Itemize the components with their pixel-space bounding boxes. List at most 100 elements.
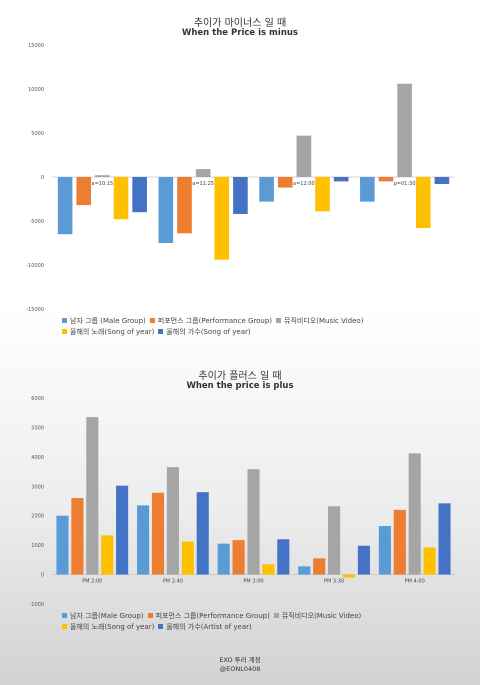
legend-label: 퍼포먼스 그룹(Performance Group) [157, 316, 273, 325]
legend-label: 뮤직비디오(Music Video) [281, 611, 362, 620]
legend-item: 뮤직비디오(Music Video) [273, 611, 362, 621]
bar: 올해의 노래(Song of year): 1330 [101, 535, 114, 575]
bar: 올해의 노래(Song of year): 1120 [181, 541, 194, 575]
footer: EXO 투러 계정 @EONL0408 [0, 656, 480, 674]
bar: 올해의 노래(Song of year): -3900 [315, 177, 330, 212]
chart2-title: 추이가 플러스 일 때 [198, 371, 282, 382]
bar: 퍼포먼스 그룹(Performance Group): 2200 [393, 509, 406, 575]
bar: 올해의 가수(Song of year): -800 [434, 177, 450, 185]
y-tick-label: 5000 [31, 131, 44, 137]
legend-swatch [273, 613, 279, 618]
bar: 뮤직비디오(Music Video): 3650 [166, 467, 179, 575]
legend-swatch [276, 318, 282, 323]
bar: 퍼포먼스 그룹(Performance Group): -1200 [277, 177, 293, 188]
bar: 뮤직비디오(Music Video): 200 [95, 175, 110, 177]
bar: 뮤직비디오(Music Video): 2320 [328, 506, 341, 575]
bar: 올해의 노래(Song of year): -100 [342, 574, 356, 578]
bar: 뮤직비디오(Music Video): 10600 [397, 83, 412, 177]
y-tick-label: -5000 [29, 219, 44, 225]
bar: 올해의 노래(Song of year): -5800 [415, 177, 431, 229]
legend-label: 남자 그룹 (Male Group) [70, 316, 146, 325]
bar: 뮤직비디오(Music Video): 4120 [408, 453, 421, 575]
legend-label: 올해의 노래(Song of year) [70, 327, 155, 336]
y-tick-label: 5000 [31, 425, 44, 431]
bar: 남자 그룹(Male Group): 2000 [56, 515, 69, 575]
chart1-plot: 15000 10000 5000 0 -5000 -10000 -15000 남자 그룹 (M… [26, 43, 455, 313]
bar: 올해의 노래(Song of year): -9400 [214, 177, 230, 260]
x-tick-label: PM 2:00 [82, 579, 102, 585]
legend-swatch [158, 329, 164, 334]
legend-label: 올해의 가수(Song of year) [166, 327, 251, 336]
legend-item: 퍼포먼스 그룹(Performance Group) [147, 611, 270, 621]
chart2-subtitle: When the price is plus [186, 381, 294, 391]
bar: 올해의 노래(Song of year): 350 [262, 564, 275, 575]
legend-swatch [147, 613, 153, 618]
bar: 뮤직비디오(Music Video): 3580 [247, 469, 260, 575]
y-tick-label: 15000 [28, 43, 44, 49]
bar: 남자 그룹 (Male Group): -2800 [360, 177, 375, 202]
x-tick-label: p=01:30 [394, 181, 416, 187]
y-tick-label: 2000 [31, 514, 44, 520]
legend-swatch [62, 613, 67, 618]
bar: 뮤직비디오(Music Video): 5350 [86, 417, 99, 575]
x-tick-label: PM 2:40 [163, 579, 183, 585]
bar: 올해의 가수(Artist of year): 3020 [116, 485, 129, 575]
footer-handle: @EONL0408 [219, 665, 261, 673]
legend-item: 남자 그룹(Male Group) [62, 611, 144, 621]
bar: 남자 그룹(Male Group): 1050 [217, 543, 230, 575]
bar: 남자 그룹(Male Group): 2350 [137, 505, 150, 575]
legend-swatch [158, 624, 164, 629]
legend-label: 올해의 가수(Artist of year) [166, 622, 252, 631]
x-tick-label: a=11:25 [192, 181, 214, 187]
bar: 남자 그룹(Male Group): 1650 [378, 526, 391, 575]
y-tick-label: -10000 [26, 263, 44, 269]
chart1-title: 추이가 마이너스 일 때 [193, 18, 287, 29]
legend-item: 남자 그룹 (Male Group) [62, 316, 146, 326]
legend-item: 퍼포먼스 그룹(Performance Group) [149, 316, 273, 326]
legend-swatch [62, 624, 67, 629]
x-tick-label: a=10:15 [92, 181, 114, 187]
bar: 퍼포먼스 그룹(Performance Group): 2780 [151, 492, 165, 575]
legend-item: 올해의 가수(Song of year) [158, 327, 251, 337]
y-tick-label: 1000 [31, 543, 44, 549]
y-tick-label: 4000 [31, 455, 44, 461]
x-tick-label: a=12:00 [293, 181, 315, 187]
bar: 올해의 노래(Song of year): -4800 [113, 177, 129, 220]
x-tick-label: PM 4:00 [405, 579, 425, 585]
legend-label: 남자 그룹(Male Group) [70, 611, 144, 620]
bar: 퍼포먼스 그룹(Performance Group): 2600 [71, 498, 84, 575]
bar: 남자 그룹 (Male Group): -7500 [158, 177, 174, 243]
bar: 뮤직비디오(Music Video): 900 [195, 169, 211, 177]
legend-label: 퍼포먼스 그룹(Performance Group) [155, 611, 270, 620]
bar: 퍼포먼스 그룹(Performance Group): -3200 [76, 177, 92, 206]
bar: 뮤직비디오(Music Video): 4700 [296, 135, 312, 177]
footer-account-name: EXO 투러 계정 [219, 656, 261, 664]
legend-item: 올해의 노래(Song of year) [62, 327, 154, 337]
bar: 퍼포먼스 그룹(Performance Group): 1170 [232, 540, 245, 575]
bar: 남자 그룹(Male Group): 280 [298, 566, 311, 575]
y-tick-label: 0 [41, 175, 44, 181]
bar: 올해의 가수(Song of year): -500 [333, 177, 349, 182]
legend-swatch [149, 318, 155, 323]
y-tick-label: 10000 [28, 87, 44, 93]
chart2-legend: 남자 그룹(Male Group) 퍼포먼스 그룹(Performance Gr… [62, 610, 462, 632]
y-tick-label: 3000 [31, 484, 44, 490]
legend-label: 올해의 노래(Song of year) [70, 622, 155, 631]
bar: 올해의 가수(Artist of year): 980 [357, 545, 370, 575]
y-tick-label: 6000 [31, 396, 44, 402]
legend-swatch [62, 329, 67, 334]
chart2-plot: 6000 5000 4000 3000 2000 1000 0 -1000 남자 그룹(Male… [29, 396, 455, 608]
legend-item: 올해의 가수(Artist of year) [158, 622, 252, 632]
bar: 퍼포먼스 그룹(Performance Group): -6400 [177, 177, 192, 234]
legend-item: 뮤직비디오(Music Video) [276, 316, 363, 326]
bar: 남자 그룹 (Male Group): -2800 [259, 177, 274, 202]
bar: 올해의 노래(Song of year): 920 [423, 547, 436, 575]
bar: 올해의 가수(Artist of year): 2420 [438, 503, 451, 575]
bar: 퍼포먼스 그룹(Performance Group): -500 [378, 177, 394, 182]
chart1-subtitle: When the Price is minus [181, 28, 298, 38]
bar: 올해의 가수(Artist of year): 1200 [277, 539, 290, 575]
legend-item: 올해의 노래(Song of year) [62, 622, 154, 632]
bar: 퍼포먼스 그룹(Performance Group): 550 [313, 558, 326, 575]
x-tick-label: PM 3:30 [324, 579, 344, 585]
x-tick-label: PM 3:00 [243, 579, 263, 585]
